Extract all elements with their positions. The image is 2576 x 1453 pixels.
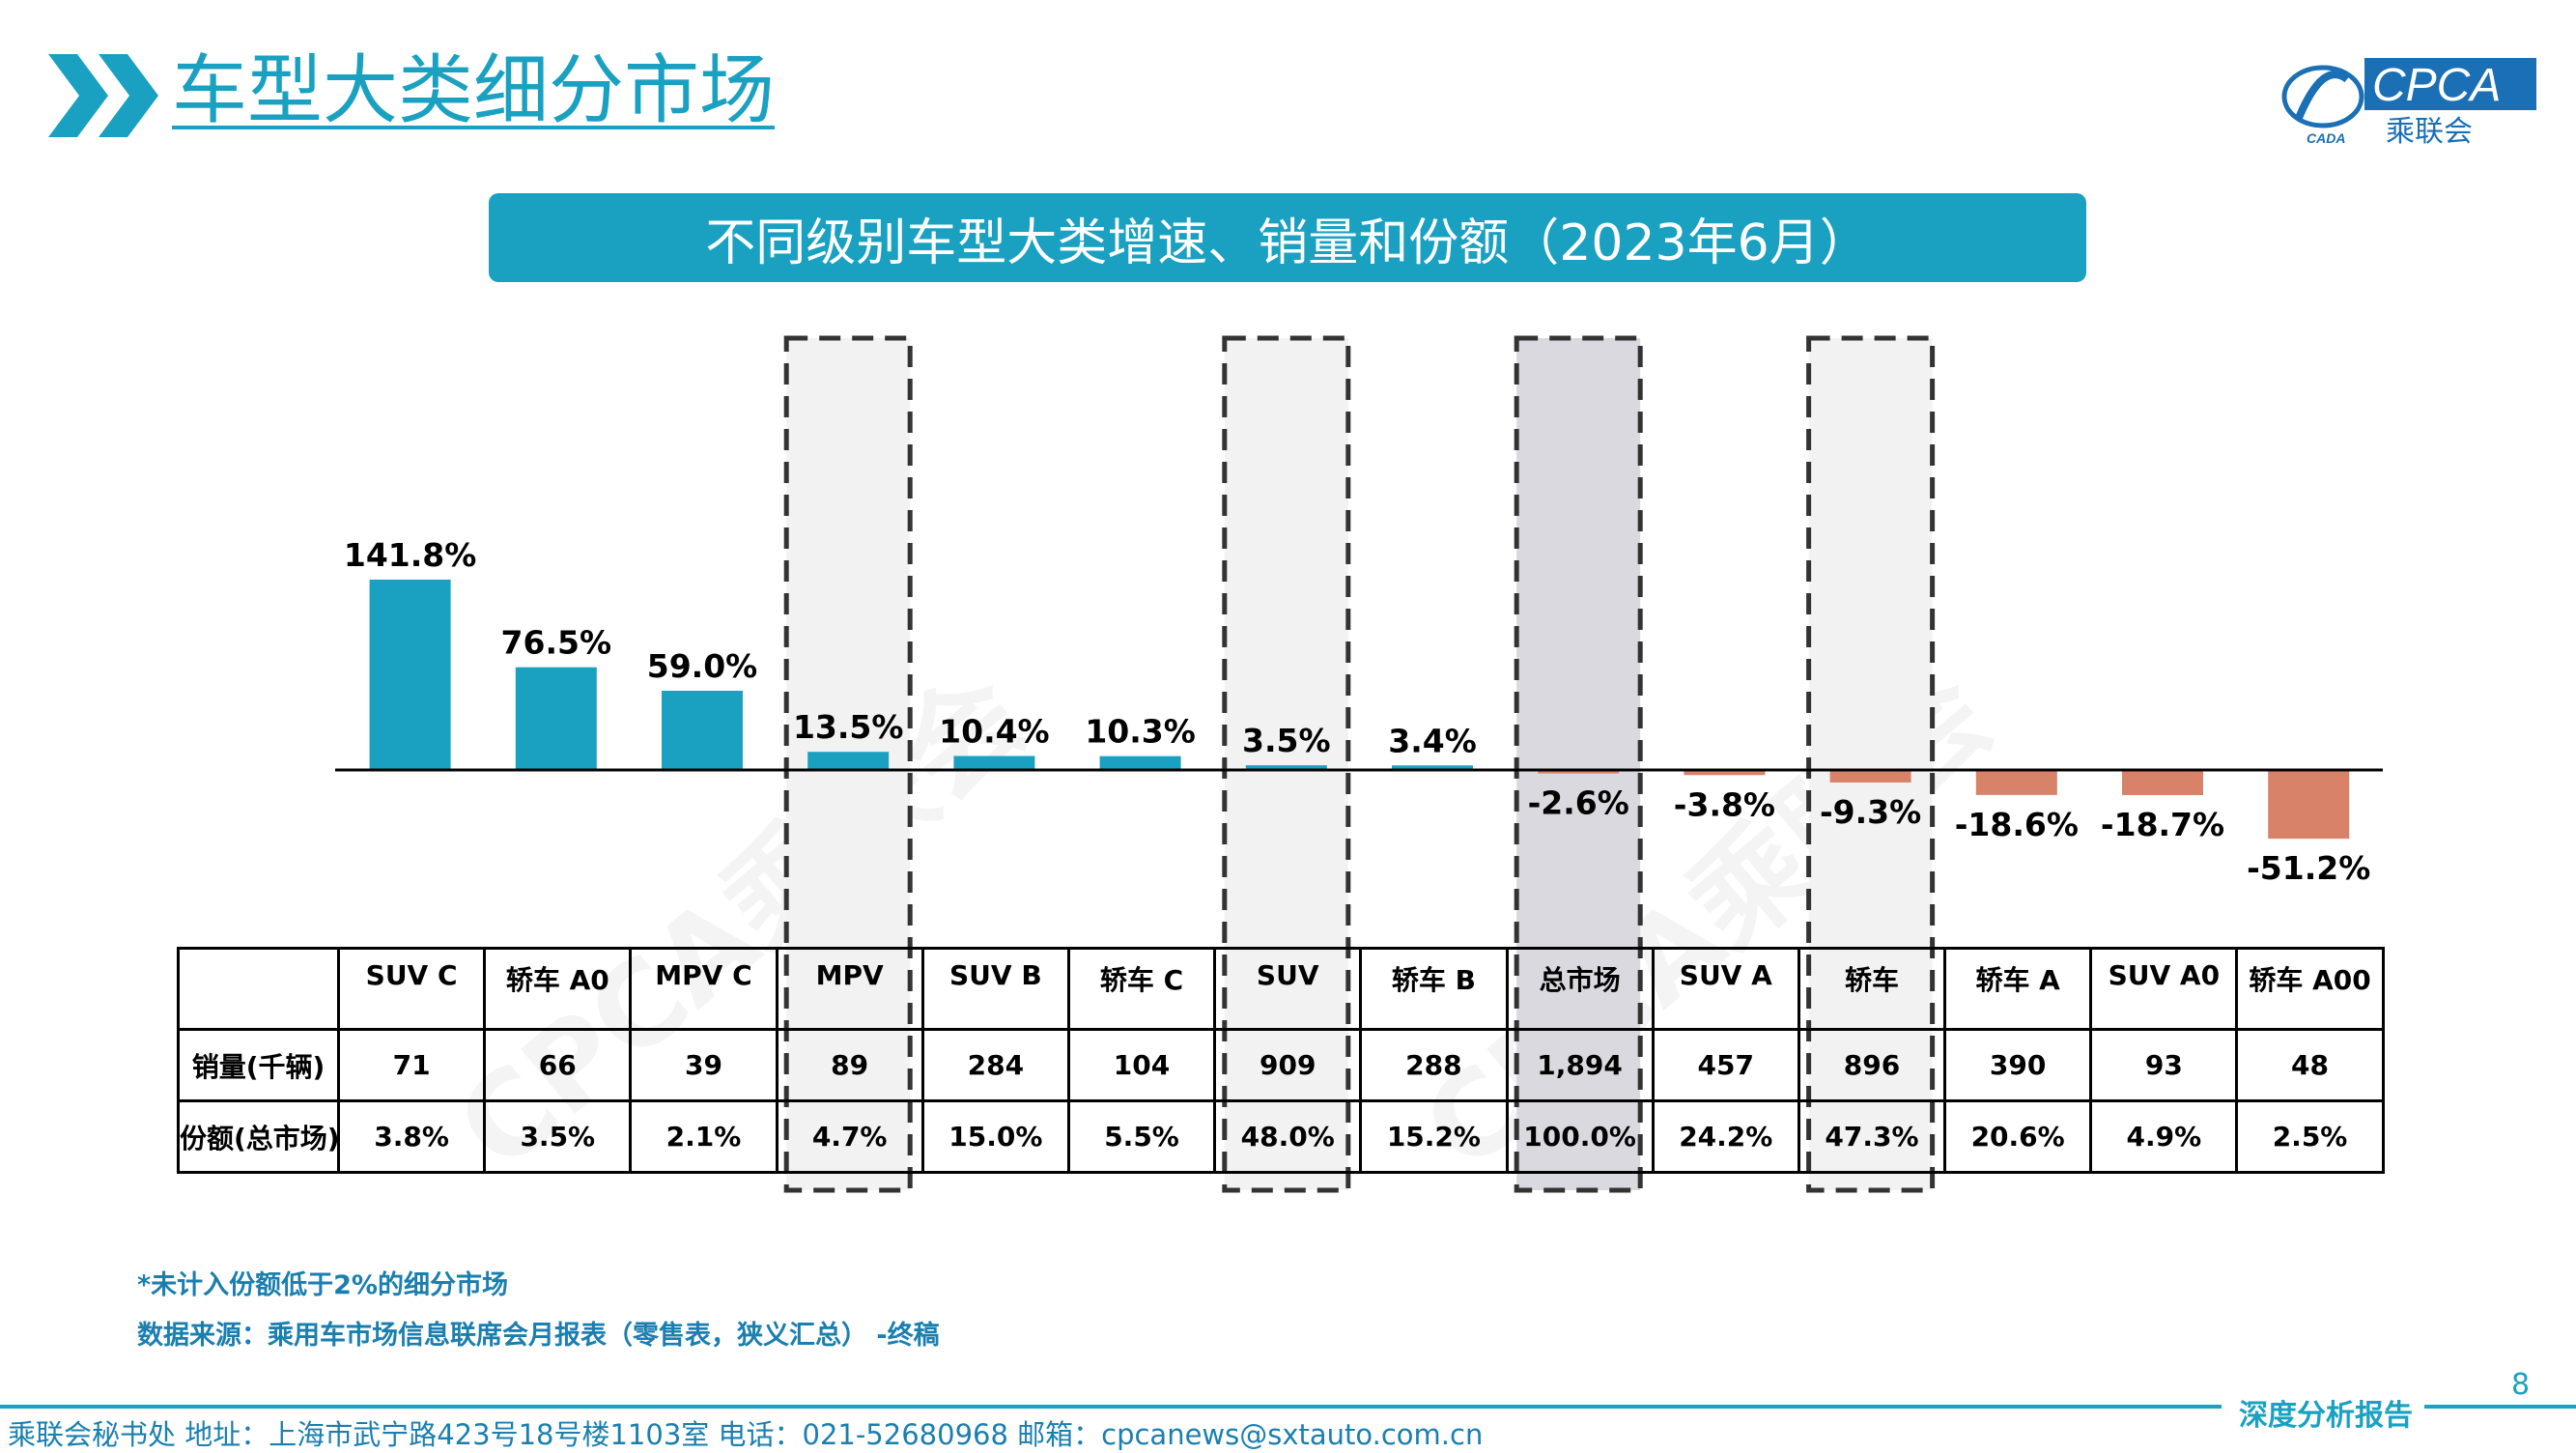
- bar-4: [953, 755, 1035, 770]
- bar-value-label-13: -51.2%: [2247, 849, 2370, 887]
- table-cell-share: 15.0%: [920, 1099, 1070, 1174]
- table-cell-sales: 1,894: [1505, 1028, 1655, 1102]
- table-cell-share: 5.5%: [1066, 1099, 1217, 1174]
- table-cell-sales: 288: [1359, 1028, 1509, 1102]
- bar-value-label-9: -3.8%: [1674, 785, 1775, 823]
- table-cell-share: 3.5%: [483, 1099, 633, 1174]
- double-chevron-icon: [48, 54, 158, 137]
- logo-subtext: 乘联会: [2386, 115, 2473, 147]
- table-cell-sales: 284: [920, 1028, 1070, 1102]
- table-cell-sales: 71: [336, 1028, 487, 1102]
- table-header-cell: MPV C: [629, 947, 778, 1031]
- table-cell-sales: 93: [2089, 1028, 2239, 1102]
- table-cell-sales: 390: [1943, 1028, 2093, 1102]
- table-cell-sales: 104: [1066, 1028, 1217, 1102]
- table-cell-share: 2.1%: [629, 1099, 778, 1174]
- table-cell-share: 48.0%: [1213, 1099, 1363, 1174]
- bars: [369, 579, 2350, 840]
- bar-value-label-4: 10.4%: [939, 713, 1050, 751]
- table-header-cell: MPV: [775, 947, 924, 1031]
- table-cell-sales: 39: [629, 1028, 778, 1102]
- table-cell-sales: 89: [775, 1028, 924, 1102]
- table-header-cell: SUV B: [920, 947, 1070, 1031]
- footer-divider: [2424, 1405, 2576, 1409]
- table-header-cell: SUV: [1213, 947, 1363, 1031]
- table-cell-sales: 457: [1651, 1028, 1800, 1102]
- table-header-cell: 总市场: [1505, 947, 1655, 1031]
- bar-0: [369, 579, 451, 770]
- bar-value-label-6: 3.5%: [1242, 722, 1331, 759]
- table-cell-share: 100.0%: [1505, 1099, 1655, 1174]
- bar-11: [1975, 770, 2057, 795]
- table-cell-share: 4.9%: [2089, 1099, 2239, 1174]
- bar-10: [1829, 770, 1911, 783]
- table-cell-sales: 896: [1797, 1028, 1947, 1102]
- table-header-cell: 轿车 A0: [483, 947, 633, 1031]
- row-label-share: 份额(总市场): [177, 1099, 340, 1174]
- logo-left-mark: CADA: [2307, 130, 2345, 146]
- table-cell-share: 15.2%: [1359, 1099, 1509, 1174]
- table-cell-share: 4.7%: [775, 1099, 924, 1174]
- cpca-logo-icon: CADA CPCA 乘联会: [2281, 58, 2536, 147]
- bar-value-label-8: -2.6%: [1528, 784, 1629, 822]
- table-header-row: SUV C 轿车 A0 MPV C MPV SUV B 轿车 C SUV 轿车 B 总市场 SUV…: [177, 947, 2385, 1031]
- table-header-cell: 轿车: [1797, 947, 1947, 1031]
- bar-value-label-2: 59.0%: [647, 647, 758, 685]
- report-tag: 深度分析报告: [2239, 1399, 2413, 1433]
- table-corner-cell: [177, 947, 340, 1031]
- table-row: 份额(总市场) 3.8% 3.5% 2.1% 4.7% 15.0% 5.5% 48.0% 15…: [177, 1099, 2385, 1174]
- table-header-cell: 轿车 A: [1943, 947, 2093, 1031]
- bar-6: [1245, 765, 1327, 770]
- bar-value-label-12: -18.7%: [2101, 806, 2224, 843]
- table-header-cell: 轿车 B: [1359, 947, 1509, 1031]
- page-number: 8: [2511, 1368, 2531, 1402]
- bar-value-label-5: 10.3%: [1085, 713, 1196, 751]
- footnote: *未计入份额低于2%的细分市场: [137, 1270, 508, 1300]
- footer-contact: 乘联会秘书处 地址：上海市武宁路423号18号楼1103室 电话：021-526…: [8, 1418, 1484, 1451]
- data-table: SUV C 轿车 A0 MPV C MPV SUV B 轿车 C SUV 轿车 B 总市场 SUV…: [177, 947, 2385, 1174]
- page-title: 车型大类细分市场: [172, 47, 776, 134]
- bar-value-labels: 141.8% 76.5% 59.0% 13.5% 10.4% 10.3% 3.5% 3.4% -…: [344, 536, 2370, 887]
- bar-value-label-3: 13.5%: [793, 708, 904, 746]
- table-header-cell: SUV A: [1651, 947, 1800, 1031]
- bar-8: [1538, 770, 1620, 774]
- table-header-cell: 轿车 C: [1066, 947, 1217, 1031]
- table-header-cell: 轿车 A00: [2235, 947, 2385, 1031]
- table-row: 销量(千辆) 71 66 39 89 284 104 909 288 1,894 457 896 39…: [177, 1028, 2385, 1102]
- table-header-cell: SUV A0: [2089, 947, 2239, 1031]
- bar-12: [2122, 770, 2203, 795]
- logo-text: CPCA: [2372, 60, 2501, 111]
- footer-divider: [0, 1405, 2222, 1409]
- bar-value-label-11: -18.6%: [1955, 806, 2079, 843]
- bar-5: [1099, 755, 1181, 770]
- table-cell-share: 2.5%: [2235, 1099, 2385, 1174]
- table-cell-share: 47.3%: [1797, 1099, 1947, 1174]
- bar-3: [807, 752, 890, 770]
- table-header-cell: SUV C: [336, 947, 487, 1031]
- bar-value-label-1: 76.5%: [501, 624, 612, 662]
- bar-2: [662, 691, 743, 770]
- bar-9: [1684, 770, 1766, 776]
- bar-1: [515, 667, 597, 770]
- bar-7: [1392, 765, 1473, 770]
- bar-value-label-10: -9.3%: [1820, 793, 1921, 831]
- table-cell-sales: 48: [2235, 1028, 2385, 1102]
- bar-value-label-7: 3.4%: [1388, 722, 1477, 759]
- chart-heading: 不同级别车型大类增速、销量和份额（2023年6月）: [489, 193, 2086, 282]
- source-note: 数据来源：乘用车市场信息联席会月报表（零售表，狭义汇总） -终稿: [137, 1321, 940, 1351]
- bar-13: [2268, 770, 2350, 840]
- table-cell-sales: 66: [483, 1028, 633, 1102]
- table-cell-share: 3.8%: [336, 1099, 487, 1174]
- table-cell-sales: 909: [1213, 1028, 1363, 1102]
- bar-value-label-0: 141.8%: [344, 536, 476, 574]
- table-cell-share: 24.2%: [1651, 1099, 1800, 1174]
- table-cell-share: 20.6%: [1943, 1099, 2093, 1174]
- row-label-sales: 销量(千辆): [177, 1028, 340, 1102]
